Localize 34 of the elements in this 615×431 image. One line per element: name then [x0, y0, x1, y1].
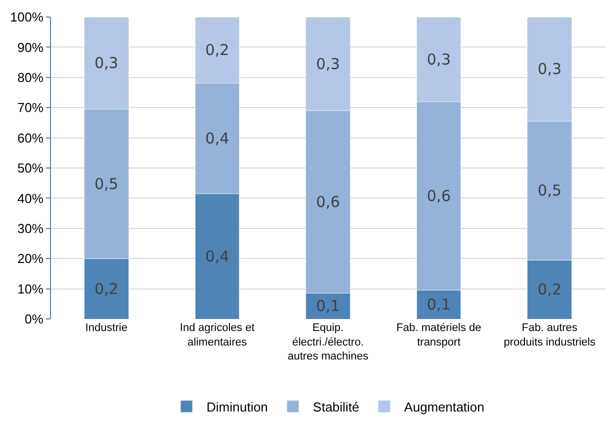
data-label: 0,2 — [538, 280, 562, 299]
y-tick-label: 30% — [17, 220, 44, 236]
data-label: 0,4 — [205, 130, 230, 148]
data-label: 0,3 — [538, 60, 562, 78]
x-tick-label: Ind agricoles et alimentaires — [180, 322, 255, 348]
data-label: 0,3 — [316, 54, 340, 73]
data-label: 0,1 — [426, 296, 451, 314]
x-tick-label: Equip. électri./électro. autres machines — [288, 322, 369, 363]
data-label: 0,5 — [538, 182, 562, 200]
y-tick-label: 100% — [10, 10, 44, 25]
y-tick-label: 90% — [17, 40, 44, 55]
x-tick-label: Industrie — [85, 322, 128, 334]
y-tick-label: 40% — [17, 190, 44, 206]
y-tick-label: 70% — [17, 100, 44, 116]
data-label: 0,6 — [426, 186, 451, 205]
data-label: 0,6 — [316, 192, 340, 211]
data-label: 0,2 — [94, 280, 118, 298]
x-tick-label: Fab. matériels de transport — [396, 322, 482, 348]
data-label: 0,2 — [205, 41, 230, 60]
data-label: 0,4 — [205, 247, 230, 266]
legend-label: Diminution — [206, 400, 268, 414]
y-tick-label: 0% — [24, 312, 44, 327]
data-label: 0,3 — [94, 54, 118, 72]
y-tick-label: 10% — [17, 281, 44, 296]
data-label: 0,5 — [94, 174, 118, 193]
legend-label: Augmentation — [404, 400, 484, 414]
data-label: 0,1 — [316, 297, 340, 316]
y-tick-label: 60% — [17, 130, 44, 146]
legend-label: Stabilité — [312, 400, 360, 414]
x-tick-label: Fab. autres produits industriels — [504, 322, 596, 348]
y-tick-label: 20% — [17, 251, 44, 266]
y-tick-label: 50% — [17, 160, 44, 176]
data-label: 0,3 — [426, 50, 451, 68]
y-tick-label: 80% — [17, 70, 44, 85]
